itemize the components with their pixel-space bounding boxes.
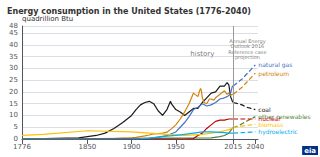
svg-text:1850: 1850 <box>78 143 96 151</box>
svg-text:biomass: biomass <box>258 121 283 128</box>
svg-text:5: 5 <box>14 123 18 131</box>
svg-text:nuclear: nuclear <box>258 115 281 123</box>
svg-text:10: 10 <box>9 111 18 119</box>
svg-text:eia: eia <box>304 147 316 155</box>
svg-text:hydroelectric: hydroelectric <box>258 128 297 136</box>
svg-text:1776: 1776 <box>13 143 31 151</box>
svg-text:Outlook 2016: Outlook 2016 <box>230 43 265 49</box>
svg-text:1950: 1950 <box>167 143 185 151</box>
svg-text:48: 48 <box>9 22 18 30</box>
svg-text:Reference case: Reference case <box>228 48 267 55</box>
svg-text:40: 40 <box>9 41 18 49</box>
svg-text:45: 45 <box>9 29 18 37</box>
svg-text:petroleum: petroleum <box>258 70 289 78</box>
svg-text:other renewables: other renewables <box>258 113 311 121</box>
svg-text:25: 25 <box>9 76 18 84</box>
svg-text:natural gas: natural gas <box>258 61 292 69</box>
svg-text:coal: coal <box>258 106 271 113</box>
svg-text:2015: 2015 <box>224 143 242 151</box>
svg-text:Energy consumption in the Unit: Energy consumption in the United States … <box>7 7 251 16</box>
svg-text:35: 35 <box>9 53 18 61</box>
svg-text:15: 15 <box>9 100 18 108</box>
svg-text:Annual Energy: Annual Energy <box>229 37 266 44</box>
svg-text:20: 20 <box>9 88 18 96</box>
svg-text:30: 30 <box>9 64 18 72</box>
svg-text:0: 0 <box>13 135 18 143</box>
svg-text:projection: projection <box>235 54 260 61</box>
svg-text:quadrillion Btu: quadrillion Btu <box>22 15 73 23</box>
svg-text:history: history <box>190 50 214 58</box>
svg-text:1900: 1900 <box>123 143 141 151</box>
svg-text:2040: 2040 <box>246 143 264 151</box>
